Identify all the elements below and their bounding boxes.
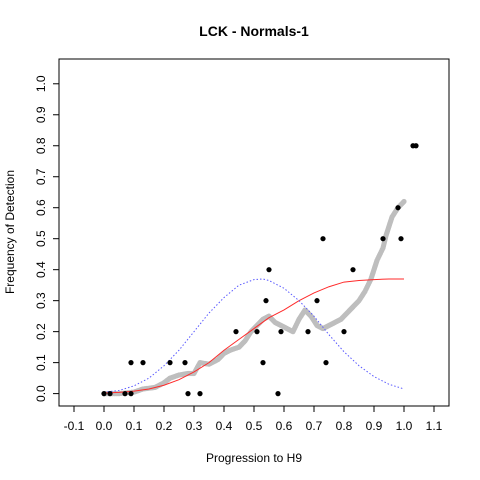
observed-point [350, 267, 355, 272]
observed-point [380, 236, 385, 241]
observed-point [128, 360, 133, 365]
x-tick-label: 1.1 [426, 419, 443, 433]
x-tick-label: 1.0 [396, 419, 413, 433]
y-tick-label: 0.5 [34, 230, 48, 247]
observed-point [233, 329, 238, 334]
observed-point [278, 329, 283, 334]
x-tick-label: 0.6 [276, 419, 293, 433]
x-tick-label: -0.1 [64, 419, 85, 433]
observed-point [122, 391, 127, 396]
y-tick-label: 1.0 [34, 75, 48, 92]
observed-point [185, 391, 190, 396]
observed-point [197, 391, 202, 396]
x-tick-label: 0.8 [336, 419, 353, 433]
observed-point [260, 360, 265, 365]
observed-point [107, 391, 112, 396]
observed-point [140, 360, 145, 365]
observed-point [167, 360, 172, 365]
observed-point [341, 329, 346, 334]
observed-point [101, 391, 106, 396]
observed-point [398, 236, 403, 241]
x-axis-title: Progression to H9 [206, 451, 302, 465]
y-tick-label: 0.9 [34, 106, 48, 123]
observed-point [254, 329, 259, 334]
y-tick-label: 0.7 [34, 168, 48, 185]
plot-title: LCK - Normals-1 [199, 23, 309, 39]
observed-point [266, 267, 271, 272]
observed-point [275, 391, 280, 396]
x-tick-label: 0.0 [96, 419, 113, 433]
y-tick-label: 0.0 [34, 385, 48, 402]
x-tick-label: 0.5 [246, 419, 263, 433]
observed-point [314, 298, 319, 303]
y-tick-label: 0.1 [34, 354, 48, 371]
x-tick-label: 0.2 [156, 419, 173, 433]
y-tick-label: 0.8 [34, 137, 48, 154]
observed-point [320, 236, 325, 241]
x-tick-label: 0.1 [126, 419, 143, 433]
x-tick-label: 0.7 [306, 419, 323, 433]
x-tick-label: 0.9 [366, 419, 383, 433]
x-tick-label: 0.3 [186, 419, 203, 433]
observed-point [323, 360, 328, 365]
x-tick-label: 0.4 [216, 419, 233, 433]
y-tick-label: 0.2 [34, 323, 48, 340]
observed-point [413, 143, 418, 148]
observed-point [395, 205, 400, 210]
y-tick-label: 0.6 [34, 199, 48, 216]
y-tick-label: 0.4 [34, 261, 48, 278]
y-tick-label: 0.3 [34, 292, 48, 309]
y-axis-title: Frequency of Detection [3, 170, 17, 294]
observed-point [305, 329, 310, 334]
smoothed-point [401, 199, 406, 204]
observed-point [182, 360, 187, 365]
observed-point [128, 391, 133, 396]
observed-point [263, 298, 268, 303]
